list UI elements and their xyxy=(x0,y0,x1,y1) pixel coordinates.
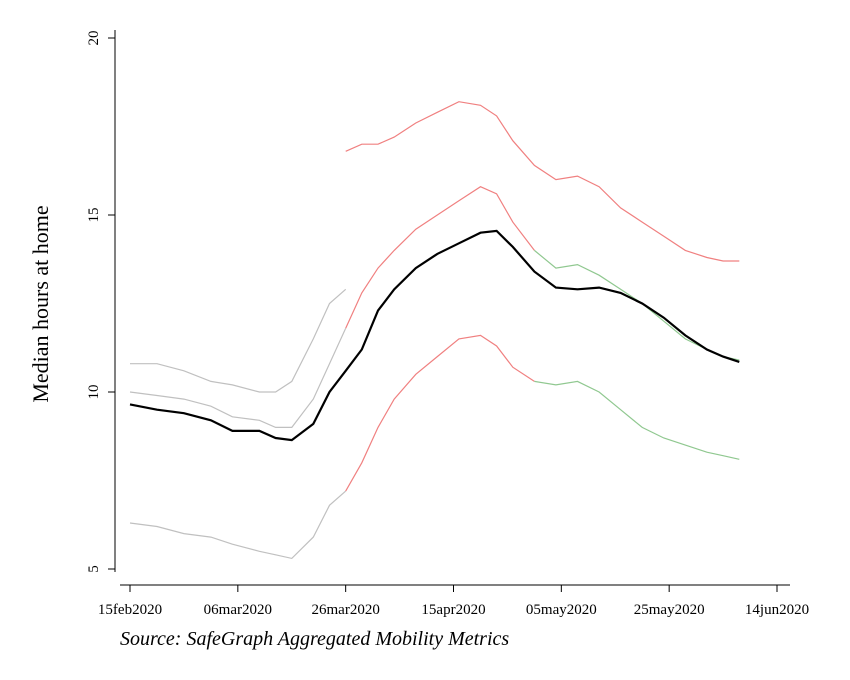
series-line xyxy=(534,249,740,361)
x-tick-label: 05may2020 xyxy=(526,602,597,618)
x-tick-label: 15feb2020 xyxy=(98,602,162,618)
series-line xyxy=(345,334,535,492)
source-note: Source: SafeGraph Aggregated Mobility Me… xyxy=(120,628,509,650)
series-line xyxy=(130,288,347,393)
series-line xyxy=(345,101,740,262)
y-tick-label: 20 xyxy=(86,31,102,46)
x-tick-label: 15apr2020 xyxy=(421,602,485,618)
series-line xyxy=(345,186,535,329)
x-tick-label: 26mar2020 xyxy=(312,602,380,618)
x-tick-label: 14jun2020 xyxy=(745,602,809,618)
x-tick-label: 25may2020 xyxy=(634,602,705,618)
y-tick-label: 10 xyxy=(86,385,102,400)
series-line xyxy=(534,380,740,460)
y-tick-label: 5 xyxy=(86,565,102,573)
series-line xyxy=(129,490,347,560)
y-axis-label: Median hours at home xyxy=(28,205,53,402)
y-tick-label: 15 xyxy=(86,208,102,223)
series-line xyxy=(129,229,740,442)
x-tick-label: 06mar2020 xyxy=(204,602,272,618)
series-line xyxy=(129,328,347,428)
